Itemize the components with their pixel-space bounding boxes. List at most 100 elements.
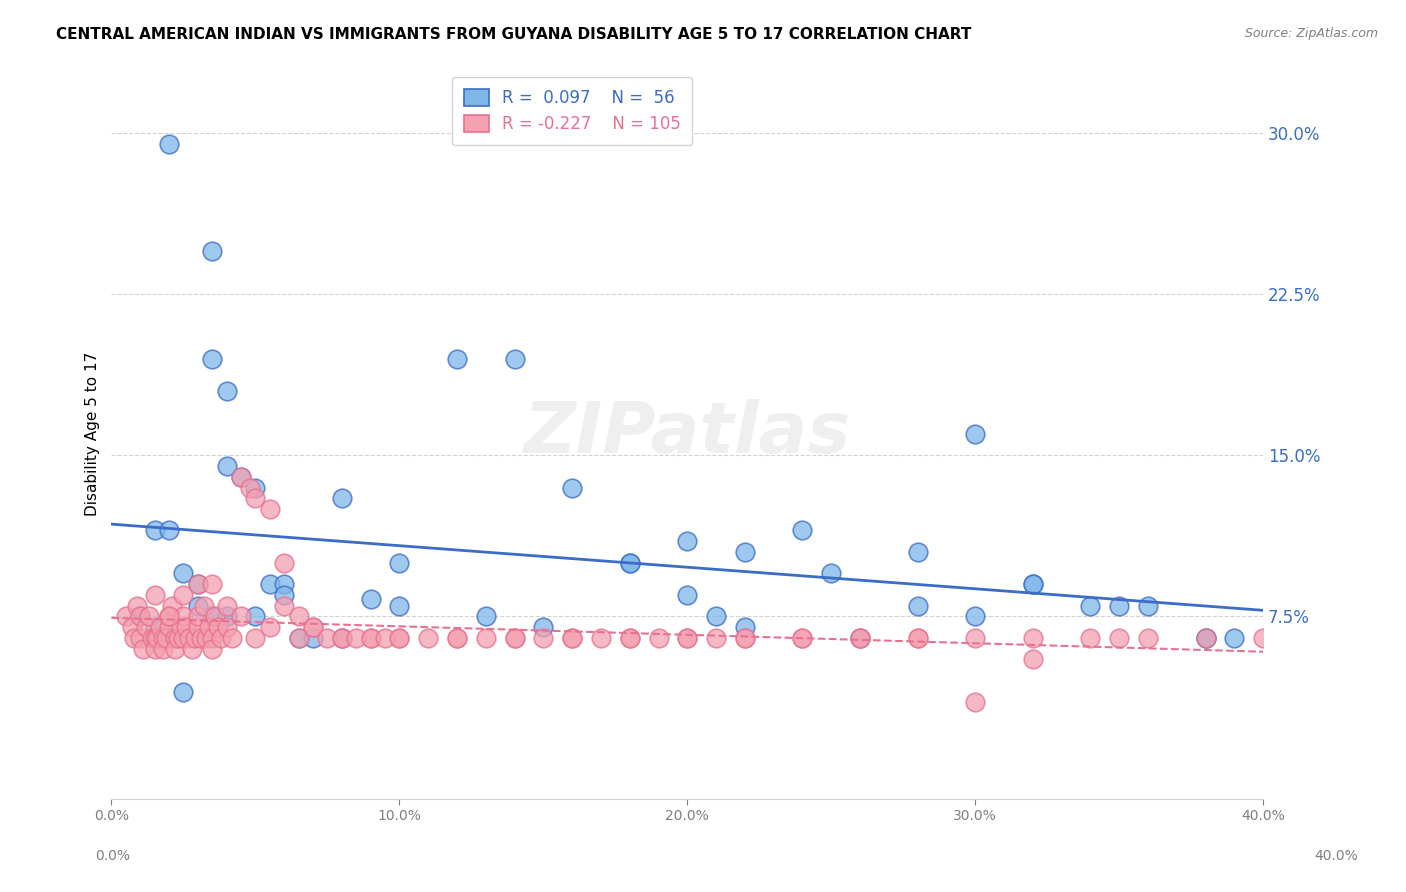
Point bbox=[124, 631, 146, 645]
Point bbox=[174, 620, 197, 634]
Point bbox=[157, 631, 180, 645]
Point bbox=[215, 609, 238, 624]
Point bbox=[229, 609, 252, 624]
Point bbox=[360, 592, 382, 607]
Point bbox=[149, 620, 172, 634]
Point bbox=[201, 351, 224, 366]
Y-axis label: Disability Age 5 to 17: Disability Age 5 to 17 bbox=[86, 351, 100, 516]
Point bbox=[388, 631, 411, 645]
Point bbox=[143, 524, 166, 538]
Point bbox=[157, 136, 180, 151]
Point bbox=[273, 588, 295, 602]
Point bbox=[273, 577, 295, 591]
Point bbox=[446, 351, 468, 366]
Point bbox=[138, 609, 160, 624]
Point bbox=[388, 556, 411, 570]
Point bbox=[215, 599, 238, 613]
Point bbox=[114, 609, 136, 624]
Point bbox=[330, 631, 353, 645]
Point bbox=[734, 631, 756, 645]
Point bbox=[163, 641, 186, 656]
Point bbox=[619, 556, 641, 570]
Point bbox=[190, 631, 212, 645]
Point bbox=[157, 524, 180, 538]
Point bbox=[135, 620, 157, 634]
Point bbox=[446, 631, 468, 645]
Point bbox=[330, 631, 353, 645]
Point bbox=[287, 631, 309, 645]
Point bbox=[1022, 577, 1045, 591]
Point bbox=[201, 577, 224, 591]
Point bbox=[676, 534, 699, 549]
Point bbox=[619, 556, 641, 570]
Point bbox=[259, 577, 281, 591]
Point bbox=[965, 426, 987, 441]
Point bbox=[965, 609, 987, 624]
Point bbox=[589, 631, 612, 645]
Point bbox=[157, 609, 180, 624]
Point bbox=[734, 620, 756, 634]
Point bbox=[676, 631, 699, 645]
Text: Source: ZipAtlas.com: Source: ZipAtlas.com bbox=[1244, 27, 1378, 40]
Point bbox=[1194, 631, 1216, 645]
Point bbox=[201, 609, 224, 624]
Point bbox=[503, 351, 526, 366]
Point bbox=[1137, 631, 1160, 645]
Point bbox=[273, 599, 295, 613]
Point bbox=[172, 631, 194, 645]
Point bbox=[792, 631, 814, 645]
Point bbox=[676, 588, 699, 602]
Point bbox=[152, 631, 174, 645]
Point bbox=[172, 609, 194, 624]
Point bbox=[187, 609, 209, 624]
Point bbox=[619, 631, 641, 645]
Point bbox=[531, 631, 554, 645]
Point bbox=[1080, 631, 1102, 645]
Point bbox=[1022, 577, 1045, 591]
Point bbox=[316, 631, 339, 645]
Point bbox=[229, 469, 252, 483]
Point bbox=[273, 556, 295, 570]
Point bbox=[259, 620, 281, 634]
Point bbox=[302, 620, 325, 634]
Point bbox=[1022, 631, 1045, 645]
Point bbox=[734, 631, 756, 645]
Point bbox=[259, 502, 281, 516]
Point bbox=[245, 481, 267, 495]
Point bbox=[792, 524, 814, 538]
Point bbox=[195, 631, 218, 645]
Point bbox=[360, 631, 382, 645]
Point bbox=[849, 631, 872, 645]
Point bbox=[647, 631, 669, 645]
Point bbox=[143, 620, 166, 634]
Point bbox=[201, 641, 224, 656]
Point bbox=[388, 599, 411, 613]
Point bbox=[229, 469, 252, 483]
Point bbox=[201, 631, 224, 645]
Point bbox=[287, 631, 309, 645]
Point bbox=[129, 609, 152, 624]
Text: 0.0%: 0.0% bbox=[96, 849, 129, 863]
Point bbox=[209, 631, 232, 645]
Point bbox=[302, 620, 325, 634]
Point bbox=[187, 577, 209, 591]
Point bbox=[1194, 631, 1216, 645]
Point bbox=[704, 631, 727, 645]
Point bbox=[163, 631, 186, 645]
Point bbox=[418, 631, 440, 645]
Point bbox=[187, 577, 209, 591]
Point bbox=[129, 631, 152, 645]
Point bbox=[676, 631, 699, 645]
Point bbox=[907, 631, 929, 645]
Point bbox=[849, 631, 872, 645]
Point bbox=[1251, 631, 1274, 645]
Point bbox=[215, 458, 238, 473]
Point bbox=[374, 631, 396, 645]
Point bbox=[1108, 599, 1130, 613]
Point bbox=[302, 631, 325, 645]
Point bbox=[187, 620, 209, 634]
Point bbox=[245, 609, 267, 624]
Point bbox=[1080, 599, 1102, 613]
Point bbox=[166, 631, 188, 645]
Point bbox=[143, 641, 166, 656]
